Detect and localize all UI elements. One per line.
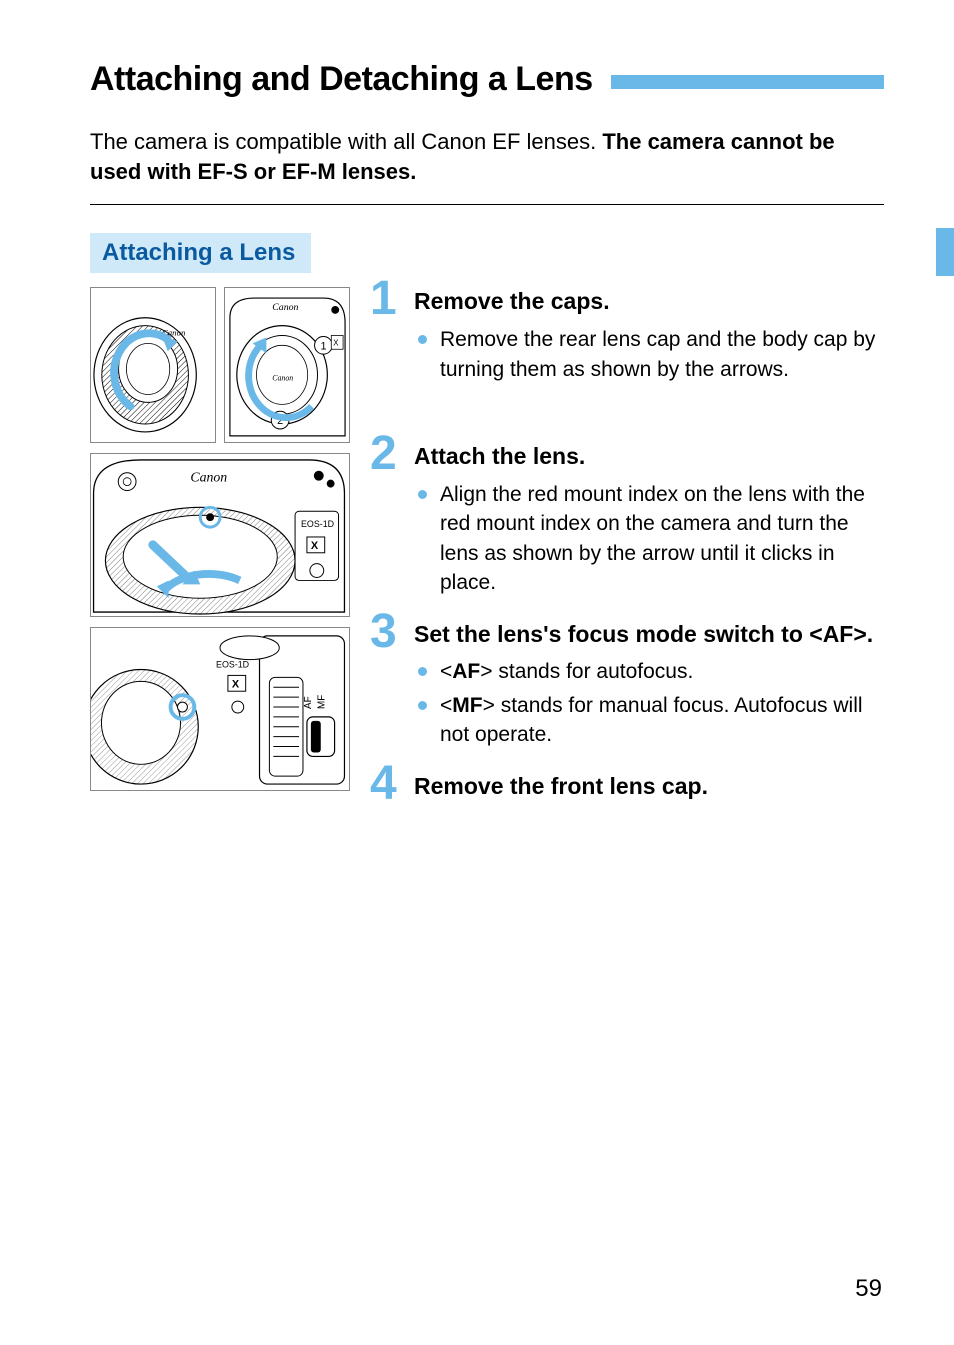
callout-1: 1 [320, 341, 326, 353]
step-title: Remove the front lens cap. [414, 772, 884, 802]
step-2: 2 Attach the lens. Align the red mount i… [370, 442, 884, 597]
x-label: X [232, 679, 240, 691]
steps-column: 1 Remove the caps. Remove the rear lens … [370, 287, 884, 823]
step-4: 4 Remove the front lens cap. [370, 772, 884, 802]
bullet: Align the red mount index on the lens wi… [414, 480, 884, 598]
step-number: 4 [370, 760, 397, 808]
step-number: 1 [370, 275, 397, 323]
bullet: <AF> stands for autofocus. [414, 657, 884, 686]
af-label: AF [303, 697, 314, 710]
x-label: X [333, 339, 339, 348]
brand-text: Canon [190, 470, 227, 485]
figure-attach-lens: Canon EOS-1D X [90, 453, 350, 617]
content-row: Canon Canon [90, 287, 884, 823]
brand-text: Canon [272, 302, 298, 313]
divider [90, 204, 884, 205]
page-number: 59 [855, 1275, 882, 1303]
figure-column: Canon Canon [90, 287, 350, 823]
step-3: 3 Set the lens's focus mode switch to <A… [370, 620, 884, 750]
figure-row-1: Canon Canon [90, 287, 350, 443]
page-title: Attaching and Detaching a Lens [90, 60, 593, 99]
step-number: 2 [370, 430, 397, 478]
model-text: EOS-1D [301, 519, 334, 529]
step-title: Remove the caps. [414, 287, 884, 317]
step-bullets: <AF> stands for autofocus. <MF> stands f… [414, 657, 884, 749]
title-accent-bar [611, 75, 884, 89]
manual-page: Attaching and Detaching a Lens The camer… [0, 0, 954, 1345]
step-title: Attach the lens. [414, 442, 884, 472]
step-1: 1 Remove the caps. Remove the rear lens … [370, 287, 884, 384]
bullet: Remove the rear lens cap and the body ca… [414, 325, 884, 384]
intro-paragraph: The camera is compatible with all Canon … [90, 127, 884, 186]
step-number: 3 [370, 608, 397, 656]
brand-text-inner: Canon [272, 374, 293, 383]
figure-focus-switch: AF MF EOS-1D X [90, 627, 350, 791]
x-label: X [311, 540, 319, 552]
bullet: <MF> stands for manual focus. Autofocus … [414, 691, 884, 750]
step-title: Set the lens's focus mode switch to <AF>… [414, 620, 884, 650]
step-bullets: Align the red mount index on the lens wi… [414, 480, 884, 598]
figure-lens-cap: Canon [90, 287, 216, 443]
title-row: Attaching and Detaching a Lens [90, 60, 884, 99]
side-tab [936, 228, 954, 276]
intro-plain: The camera is compatible with all Canon … [90, 129, 602, 154]
section-header: Attaching a Lens [90, 233, 311, 273]
step-bullets: Remove the rear lens cap and the body ca… [414, 325, 884, 384]
mf-label: MF [317, 695, 328, 709]
figure-body-cap: Canon Canon 1 2 X [224, 287, 350, 443]
model-text: EOS-1D [216, 660, 249, 670]
